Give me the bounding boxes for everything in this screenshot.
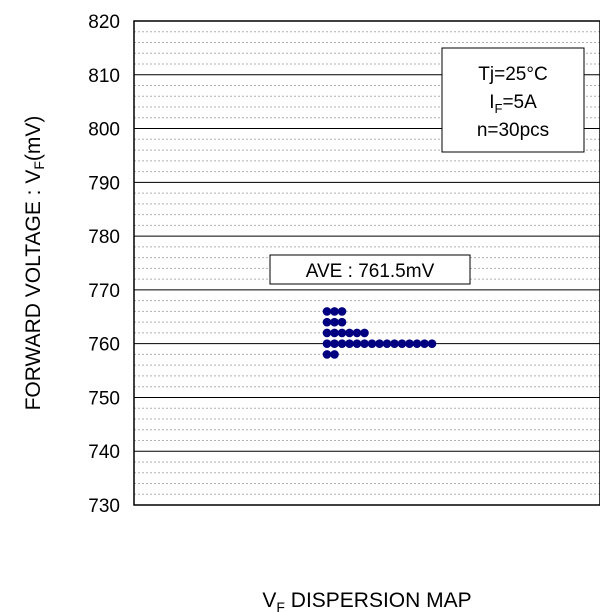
data-point [345, 328, 354, 338]
data-point [330, 307, 339, 316]
y-tick-label: 760 [88, 335, 120, 356]
data-point [382, 339, 392, 348]
data-point [397, 339, 407, 348]
data-point [337, 339, 347, 348]
average-annotation-text: AVE : 761.5mV [306, 261, 435, 282]
y-tick-label: 730 [88, 496, 120, 517]
x-axis-label-tail: DISPERSION MAP [285, 589, 472, 612]
condition-tail: =5A [502, 92, 537, 113]
y-tick-label: 810 [88, 66, 120, 87]
y-tick-label: 780 [88, 227, 120, 248]
data-point [420, 339, 429, 348]
average-annotation-frame [269, 254, 471, 285]
data-point [345, 339, 354, 348]
condition-main: n=30pcs [477, 120, 549, 141]
x-axis-label-main: V [262, 589, 276, 612]
data-point [330, 350, 339, 359]
y-axis-label-main: FORWARD VOLTAGE : V [22, 170, 45, 411]
condition-line: n=30pcs [477, 120, 549, 141]
plot-area [133, 20, 600, 506]
y-axis-label-sub: F [31, 161, 47, 170]
data-point [360, 339, 369, 348]
conditions-box-frame [441, 47, 585, 153]
data-point [322, 307, 332, 316]
data-point [427, 339, 437, 348]
condition-sub: F [494, 101, 502, 116]
data-point [337, 328, 347, 338]
condition-line: IF=5A [489, 92, 537, 116]
y-tick-label: 740 [88, 442, 120, 463]
y-axis-label: FORWARD VOLTAGE : VF(mV) [22, 116, 47, 411]
data-point [390, 339, 399, 348]
average-annotation: AVE : 761.5mV [269, 254, 471, 285]
data-point [322, 350, 332, 359]
conditions-lines: Tj=25°C IF=5A n=30pcs [477, 64, 549, 141]
data-point [330, 328, 339, 338]
data-point [337, 307, 347, 316]
y-tick-label: 820 [88, 12, 120, 33]
y-tick-label: 770 [88, 281, 120, 302]
y-tick-label: 790 [88, 173, 120, 194]
x-axis-label-sub: F [276, 599, 285, 612]
data-point [330, 339, 339, 348]
data-point [322, 317, 332, 327]
condition-line: Tj=25°C [478, 64, 547, 85]
data-point [412, 339, 422, 348]
y-tick-label: 750 [88, 388, 120, 409]
y-axis-label-tail: (mV) [22, 116, 45, 162]
data-point [405, 339, 414, 348]
y-tick-label: 800 [88, 120, 120, 141]
data-points [322, 307, 437, 359]
data-point [322, 339, 332, 348]
condition-main: I [489, 92, 494, 113]
y-axis-tick-labels: 730 740 750 760 770 780 790 800 810 820 [88, 12, 120, 517]
x-axis-label: VF DISPERSION MAP [262, 589, 471, 612]
major-gridlines [134, 74, 600, 452]
data-point [352, 328, 362, 338]
conditions-box: Tj=25°C IF=5A n=30pcs [441, 47, 585, 153]
condition-main: Tj=25°C [478, 64, 547, 85]
data-point [337, 317, 347, 327]
data-point [322, 328, 332, 338]
data-point [352, 339, 362, 348]
data-point [360, 328, 369, 338]
data-point [375, 339, 384, 348]
data-point [330, 317, 339, 327]
data-point [367, 339, 377, 348]
